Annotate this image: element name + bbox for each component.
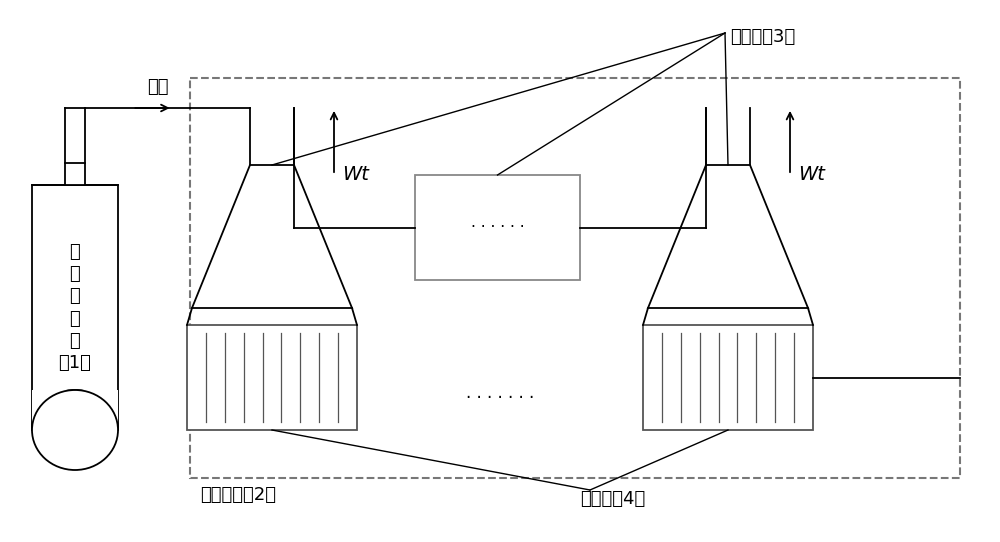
Bar: [65, 163, 85, 185]
Ellipse shape: [32, 390, 118, 470]
Text: 换热器（4）: 换热器（4）: [580, 490, 645, 508]
Text: · · · · · ·: · · · · · ·: [471, 220, 524, 235]
Text: · · · · · · ·: · · · · · · ·: [466, 389, 534, 407]
Polygon shape: [192, 165, 352, 308]
Text: Wt: Wt: [798, 165, 825, 184]
Bar: [187, 325, 357, 430]
Text: 氢气: 氢气: [148, 78, 169, 96]
Bar: [190, 78, 960, 478]
Text: 高
压
氢
气
罐
（1）: 高 压 氢 气 罐 （1）: [59, 243, 91, 372]
Polygon shape: [648, 165, 808, 308]
Text: 制冷系统（2）: 制冷系统（2）: [200, 486, 276, 504]
Bar: [415, 175, 580, 280]
Bar: [643, 325, 813, 430]
Text: Wt: Wt: [342, 165, 369, 184]
Text: 膨胀机（3）: 膨胀机（3）: [730, 28, 795, 46]
Bar: [32, 390, 118, 430]
Bar: [32, 185, 118, 430]
